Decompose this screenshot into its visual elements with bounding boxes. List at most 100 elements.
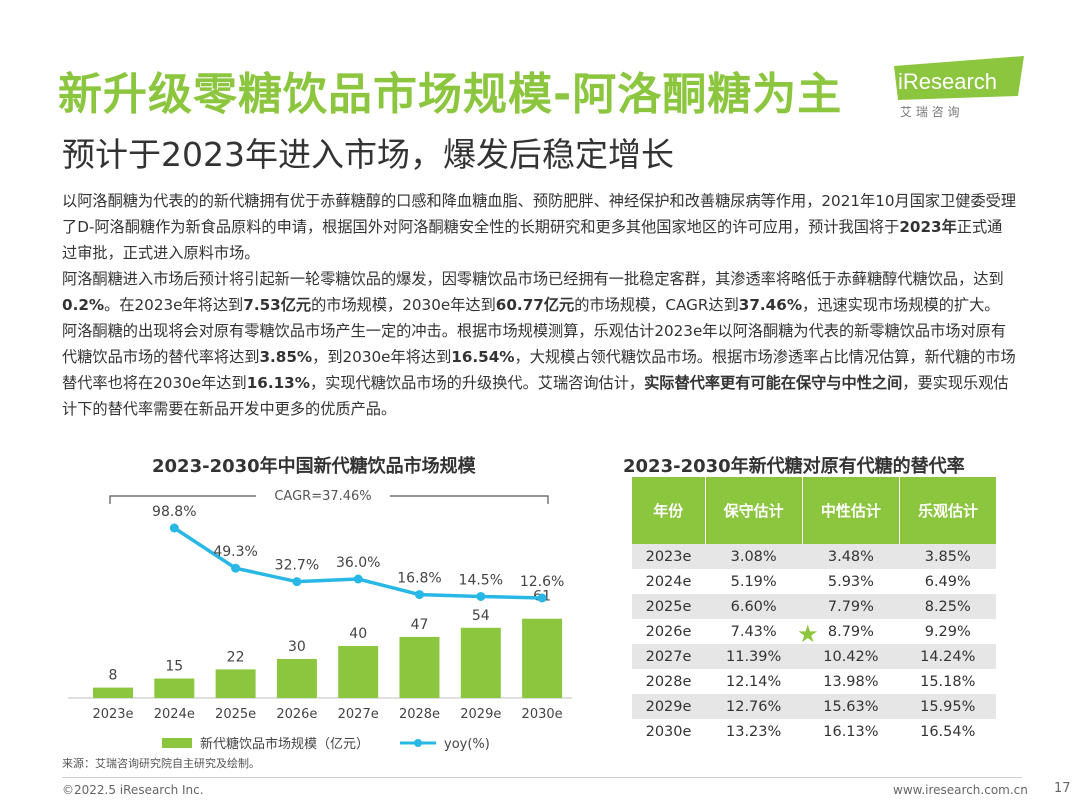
text-run: 。在2023e年将达到 [104, 296, 244, 314]
table-row: 2028e 12.14% 13.98% 15.18% [632, 669, 996, 694]
table-cell: 15.63% [802, 694, 900, 719]
bold-run: 2023年 [899, 218, 957, 236]
table-cell: 3.08% [705, 544, 803, 569]
table-cell: 11.39% [705, 644, 803, 669]
bar-label: 8 [109, 668, 118, 684]
x-tick-label: 2029e [460, 707, 501, 722]
table-cell: 15.18% [899, 669, 996, 694]
copyright: ©2022.5 iResearch Inc. [62, 783, 204, 797]
bar [276, 659, 317, 698]
table-cell: 7.79% [802, 594, 900, 619]
bar-label: 15 [165, 659, 183, 675]
page-number: 17 [1054, 781, 1071, 796]
x-tick-label: 2030e [522, 707, 563, 722]
table-cell: 12.14% [705, 669, 803, 694]
logo-text: iResearch [898, 69, 997, 94]
legend-line-marker [414, 739, 422, 747]
table-header: 年份 [632, 477, 706, 544]
star-icon: ★ [797, 620, 819, 648]
legend-bar-swatch [162, 738, 192, 748]
bar-label: 30 [288, 639, 306, 655]
text-run: ，大规模占领代糖饮品市场。根据市场渗透率占比情况估算，新代糖的市场替代率也将在2… [62, 348, 1016, 392]
bold-run: 16.54% [451, 348, 515, 366]
table-row: 2027e 11.39% 10.42% 14.24% [632, 644, 996, 669]
text-run: 的市场规模，CAGR达到 [574, 296, 739, 314]
table-cell: 8.79% [802, 619, 900, 644]
bold-run: 37.46% [738, 296, 803, 314]
table-cell: 7.43% [705, 619, 803, 644]
text-run: 正式通过审批，正式进入原料市场。 [62, 218, 1003, 262]
x-tick-label: 2025e [215, 707, 256, 722]
table-cell: 15.95% [899, 694, 996, 719]
yoy-point [415, 590, 424, 600]
table-cell: 2030e [632, 719, 706, 744]
text-run: ，迅速实现市场规模的扩大。 [802, 296, 1000, 314]
bar-label: 54 [472, 608, 490, 624]
text-run: 以阿洛酮糖为代表的的新代糖拥有优于赤藓糖醇的口感和降血糖血脂、预防肥胖、神经保护… [62, 192, 1017, 236]
table-cell: 2029e [632, 694, 706, 719]
bold-run: 7.53亿元 [243, 296, 312, 314]
table-cell: 6.49% [899, 569, 996, 594]
table-header: 中性估计 [802, 477, 901, 544]
table-cell: 2026e [632, 619, 706, 644]
paragraph: 阿洛酮糖进入市场后预计将引起新一轮零糖饮品的爆发，因零糖饮品市场已经拥有一批稳定… [62, 266, 1017, 318]
source-note: 来源：艾瑞咨询研究院自主研究及绘制。 [62, 757, 260, 770]
yoy-point [292, 577, 302, 587]
yoy-label: 16.8% [397, 571, 441, 587]
bar [93, 687, 133, 698]
table-cell: 2025e [632, 594, 706, 619]
table-cell: 6.60% [705, 594, 803, 619]
table-row: 2026e 7.43% 8.79% 9.29% [632, 619, 996, 644]
cagr-bracket [109, 495, 549, 504]
body-text: 以阿洛酮糖为代表的的新代糖拥有优于赤藓糖醇的口感和降血糖血脂、预防肥胖、神经保护… [62, 188, 1017, 422]
table-cell: 16.13% [802, 719, 900, 744]
table-cell: 13.98% [802, 669, 900, 694]
replacement-rate-table: 年份 保守估计 中性估计 乐观估计 2023e 3.08% 3.48% 3.85% 2024e… [632, 477, 996, 744]
yoy-point [537, 593, 547, 603]
legend-line-label: yoy(%) [444, 737, 490, 752]
text-run: 的市场规模，2030e年达到 [311, 296, 496, 314]
legend-bar-label: 新代糖饮品市场规模（亿元） [200, 736, 369, 752]
yoy-label: 12.6% [520, 574, 564, 590]
table-cell: 2028e [632, 669, 706, 694]
cagr-label: CAGR=37.46% [274, 489, 371, 504]
bar [522, 618, 563, 698]
table-cell: 12.76% [705, 694, 803, 719]
page-subtitle: 预计于2023年进入市场，爆发后稳定增长 [62, 135, 674, 174]
text-run: 阿洛酮糖进入市场后预计将引起新一轮零糖饮品的爆发，因零糖饮品市场已经拥有一批稳定… [62, 270, 1004, 288]
table-cell: 2023e [632, 544, 706, 569]
table-cell: 5.93% [802, 569, 900, 594]
table-cell: 13.23% [705, 719, 803, 744]
page-title: 新升级零糖饮品市场规模-阿洛酮糖为主 [58, 69, 843, 120]
bar [338, 646, 379, 698]
table-cell: 3.48% [802, 544, 900, 569]
table-cell: 10.42% [802, 644, 900, 669]
table-title: 2023-2030年新代糖对原有代糖的替代率 [623, 456, 965, 477]
table-cell: 2024e [632, 569, 706, 594]
yoy-label: 49.3% [213, 544, 257, 560]
table-cell: 5.19% [705, 569, 803, 594]
text-run: 阿洛酮糖的出现将会对原有零糖饮品市场产生一定的冲击。根据市场规模测算，乐观估计2… [62, 322, 1007, 366]
bold-run: 0.2% [62, 296, 105, 314]
bar [154, 678, 195, 698]
yoy-label: 36.0% [336, 555, 380, 571]
table-row: 2030e 13.23% 16.13% 16.54% [632, 719, 996, 744]
table-cell: 8.25% [899, 594, 996, 619]
table-row: 2024e 5.19% 5.93% 6.49% [632, 569, 996, 594]
chart-title: 2023-2030年中国新代糖饮品市场规模 [152, 456, 476, 477]
bar-label: 22 [227, 649, 245, 665]
bold-run: 实际替代率更有可能在保守与中性之间 [644, 374, 903, 392]
x-tick-label: 2027e [338, 707, 379, 722]
table-cell: 2027e [632, 644, 706, 669]
table-row: 2023e 3.08% 3.48% 3.85% [632, 544, 996, 569]
bold-run: 16.13% [246, 374, 310, 392]
table-header: 保守估计 [705, 477, 803, 544]
text-run: ，实现代糖饮品市场的升级换代。艾瑞咨询估计， [309, 374, 645, 392]
paragraph: 阿洛酮糖的出现将会对原有零糖饮品市场产生一定的冲击。根据市场规模测算，乐观估计2… [62, 318, 1017, 422]
iresearch-logo: iResearch 艾 瑞 咨 询 [894, 56, 1024, 119]
bold-run: 3.85% [259, 348, 313, 366]
bar [460, 627, 501, 698]
yoy-point [231, 563, 241, 573]
bar-label: 47 [411, 617, 429, 633]
table-cell: 16.54% [899, 719, 996, 744]
